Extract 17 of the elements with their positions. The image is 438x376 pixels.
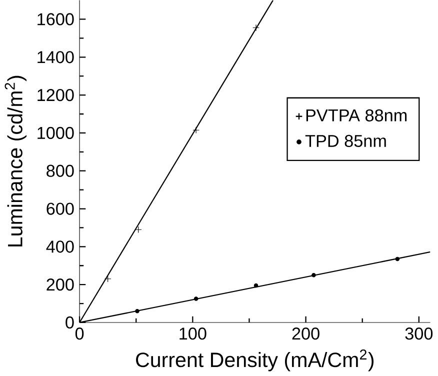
legend-label: TPD 85nm (305, 134, 386, 148)
y-tick-label: 0 (66, 316, 74, 329)
y-tick-label: 800 (46, 164, 74, 177)
y-tick-label: 1400 (38, 51, 74, 64)
legend-label: PVTPA 88nm (306, 109, 407, 122)
x-tick-label: 0 (75, 328, 84, 340)
y-tick-label: 1600 (38, 13, 74, 26)
y-tick-label: 200 (46, 278, 74, 291)
y-tick-label: 1000 (38, 126, 74, 140)
y-tick-label: 400 (46, 240, 74, 253)
x-axis-title: Current Density (mA/Cm$^{2}$) (136, 350, 374, 372)
x-tick-label: 200 (292, 328, 320, 340)
x-tick-label: 100 (180, 328, 206, 340)
y-tick-label: 1200 (38, 88, 74, 102)
y-axis-title: Luminance (cd/m$^{2}$) (4, 76, 26, 246)
y-tick-label: 600 (46, 202, 74, 215)
x-tick-label: 300 (405, 328, 433, 340)
